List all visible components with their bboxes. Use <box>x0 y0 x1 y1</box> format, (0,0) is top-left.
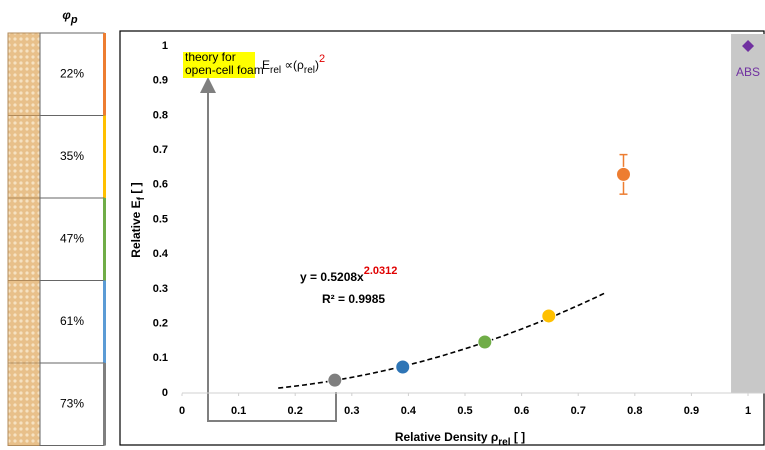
reference-band <box>731 34 765 393</box>
x-tick-label: 0.8 <box>627 405 642 417</box>
reference-point <box>742 40 755 52</box>
x-tick-label: 1 <box>745 405 751 417</box>
row-label: 35% <box>60 149 84 163</box>
x-axis-label: Relative Density ρrel [ ] <box>395 430 525 447</box>
data-point <box>541 308 557 324</box>
foam-image <box>7 362 41 446</box>
formula-mid: ∝(ρ <box>281 58 304 72</box>
data-point <box>477 334 493 350</box>
y-tick-label: 0.1 <box>153 352 168 364</box>
equation-base: y = 0.5208x <box>300 270 364 284</box>
theory-highlight <box>183 52 255 78</box>
y-tick-label: 0.8 <box>153 109 168 121</box>
porosity-table: φp 22% 35% 47% 61% 73% <box>7 8 106 446</box>
formula-close: ) <box>315 58 319 72</box>
trend-equation: y = 0.5208x2.0312 <box>300 265 397 284</box>
row-label: 22% <box>60 66 84 80</box>
data-point <box>327 372 343 388</box>
theory-note: theory for <box>185 50 236 64</box>
y-tick-label: 0.2 <box>153 318 168 330</box>
chart: 0 0.1 0.2 0.3 0.4 0.5 0.6 0.7 0.8 0.9 1 0 0.1 0.2 0.3 0… <box>129 34 765 448</box>
x-tick-label: 0.3 <box>344 405 359 417</box>
data-point <box>615 166 631 182</box>
y-label-rest: [ ] <box>129 182 143 197</box>
header-symbol: φ <box>62 8 71 22</box>
formula-exp: 2 <box>319 53 325 65</box>
formula-sub: rel <box>304 65 315 76</box>
x-tick-label: 0.1 <box>231 405 246 417</box>
row-color-bar <box>103 363 106 446</box>
r-squared: R² = 0.9985 <box>322 292 385 306</box>
row-cell <box>39 115 105 199</box>
reference-label: ABS <box>736 65 760 79</box>
x-tick-label: 0.7 <box>571 405 586 417</box>
x-tick-label: 0.4 <box>401 405 417 417</box>
y-tick-label: 1 <box>162 40 168 52</box>
trendline <box>278 291 607 389</box>
row-label: 61% <box>60 314 84 328</box>
y-tick-label: 0.4 <box>153 248 169 260</box>
data-point <box>395 359 411 375</box>
foam-image <box>7 32 41 116</box>
header-sub: p <box>70 14 78 26</box>
row-color-bar <box>103 33 106 116</box>
row-label: 73% <box>60 396 84 410</box>
row-label: 47% <box>60 231 84 245</box>
foam-image <box>7 115 41 199</box>
y-tick-label: 0.9 <box>153 75 168 87</box>
x-label-rest: [ ] <box>511 430 526 444</box>
row-color-bar <box>103 280 106 363</box>
row-cell <box>39 362 105 446</box>
y-tick-label: 0.6 <box>153 179 168 191</box>
foam-image <box>7 197 41 281</box>
x-tick-label: 0 <box>179 405 185 417</box>
y-axis-label: Relative Ef [ ] <box>129 182 146 257</box>
foam-image <box>7 280 41 364</box>
y-tick-label: 0 <box>162 387 168 399</box>
theory-arrow <box>200 77 337 422</box>
formula-main: E <box>262 58 270 72</box>
row-color-bar <box>103 198 106 281</box>
y-tick-label: 0.5 <box>153 213 168 225</box>
row-color-bar <box>103 115 106 198</box>
x-tick-label: 0.5 <box>457 405 472 417</box>
equation-exponent: 2.0312 <box>364 265 398 277</box>
y-label-main: Relative E <box>129 200 143 257</box>
chart-frame <box>119 30 765 446</box>
x-tick-label: 0.9 <box>684 405 699 417</box>
x-tick-label: 0.2 <box>288 405 303 417</box>
x-tick-label: 0.6 <box>514 405 529 417</box>
theory-formula: Erel ∝(ρrel)2 <box>262 53 325 76</box>
y-tick-label: 0.7 <box>153 144 168 156</box>
table-header: φp <box>62 8 77 26</box>
formula-sub: rel <box>270 65 281 76</box>
y-tick-label: 0.3 <box>153 283 168 295</box>
x-label-main: Relative Density ρ <box>395 430 498 444</box>
theory-note: open-cell foam <box>185 63 264 77</box>
x-label-sub: rel <box>498 437 510 448</box>
y-label-sub: f <box>136 196 147 200</box>
